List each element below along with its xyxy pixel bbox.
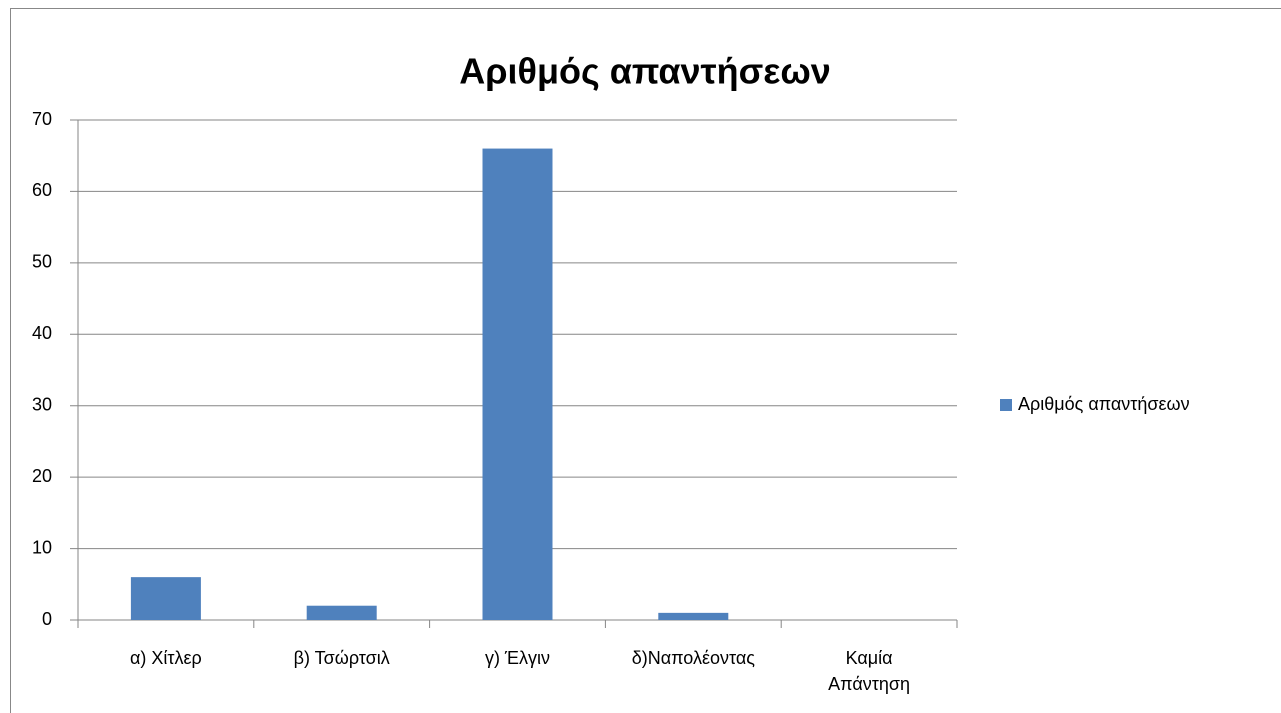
x-tick-label: γ) Έλγιν [463, 645, 573, 671]
y-tick-label: 60 [32, 180, 52, 200]
x-tick-label-text: δ)Ναπολέοντας [631, 648, 755, 668]
x-tick-label-text: Καμία Απάντηση [828, 648, 910, 694]
bar [658, 612, 729, 620]
chart-frame [10, 8, 1281, 713]
y-tick-label: 0 [42, 609, 52, 629]
x-tick-label: δ)Ναπολέοντας [632, 645, 755, 671]
bar [482, 148, 553, 621]
chart-title: Αριθμός απαντήσεων [459, 51, 831, 92]
x-tick-label-text: α) Χίτλερ [130, 648, 202, 668]
y-tick-label: 40 [32, 323, 52, 343]
y-tick-label: 70 [32, 109, 52, 129]
y-tick-label: 30 [32, 394, 52, 414]
y-tick-label: 20 [32, 466, 52, 486]
x-tick-label-text: γ) Έλγιν [484, 648, 551, 668]
bar [130, 577, 201, 620]
y-tick-label: 50 [32, 252, 52, 272]
legend-swatch [1000, 399, 1012, 411]
x-tick-label-text: β) Τσώρτσιλ [293, 648, 390, 668]
bar [306, 605, 377, 620]
x-tick-label: α) Χίτλερ [111, 645, 221, 671]
x-tick-label: Καμία Απάντηση [814, 645, 924, 697]
x-tick-label: β) Τσώρτσιλ [287, 645, 397, 671]
y-tick-label: 10 [32, 537, 52, 557]
legend-label: Αριθμός απαντήσεων [1018, 394, 1190, 414]
